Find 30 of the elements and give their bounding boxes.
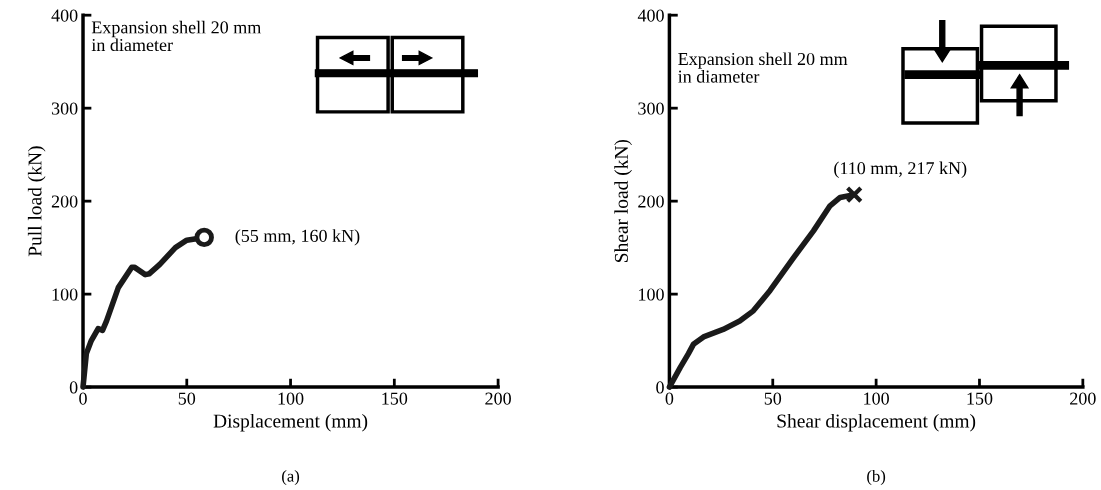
y-tick-label: 400 bbox=[51, 9, 78, 22]
x-tick-label: 150 bbox=[382, 392, 408, 405]
annotation: (110 mm, 217 kN) bbox=[834, 161, 967, 178]
x-tick-label: 0 bbox=[79, 392, 87, 405]
annotation: Expansion shell 20 mm in diameter bbox=[91, 20, 262, 52]
x-tick-label: 200 bbox=[1070, 392, 1096, 405]
y-axis-title: Shear load (kN) bbox=[614, 139, 632, 262]
y-tick-label: 0 bbox=[656, 381, 664, 394]
x-tick-label: 200 bbox=[485, 392, 511, 405]
y-tick-label: 400 bbox=[637, 9, 664, 22]
y-tick-label: 200 bbox=[638, 195, 664, 208]
annotation: (55 mm, 160 kN) bbox=[235, 229, 360, 246]
y-tick-label: 0 bbox=[69, 381, 78, 394]
annotation: Expansion shell 20 mm in diameter bbox=[678, 52, 848, 83]
y-tick-label: 200 bbox=[51, 195, 78, 208]
y-tick-label: 100 bbox=[639, 288, 664, 301]
x-tick-label: 150 bbox=[967, 392, 993, 405]
y-tick-label: 300 bbox=[51, 102, 78, 115]
y-axis-title: Pull load (kN) bbox=[27, 146, 46, 257]
text: (a) bbox=[282, 469, 300, 486]
x-tick-label: 100 bbox=[864, 392, 889, 405]
x-axis-title: Displacement (mm) bbox=[213, 413, 368, 432]
x-tick-label: 100 bbox=[278, 392, 304, 405]
x-axis-title: Shear displacement (mm) bbox=[777, 413, 976, 432]
text: (b) bbox=[867, 469, 886, 486]
x-tick-label: 50 bbox=[764, 392, 782, 405]
y-tick-label: 100 bbox=[52, 288, 78, 301]
x-tick-label: 0 bbox=[665, 392, 674, 405]
x-tick-label: 50 bbox=[178, 392, 196, 405]
y-tick-label: 300 bbox=[638, 102, 664, 115]
